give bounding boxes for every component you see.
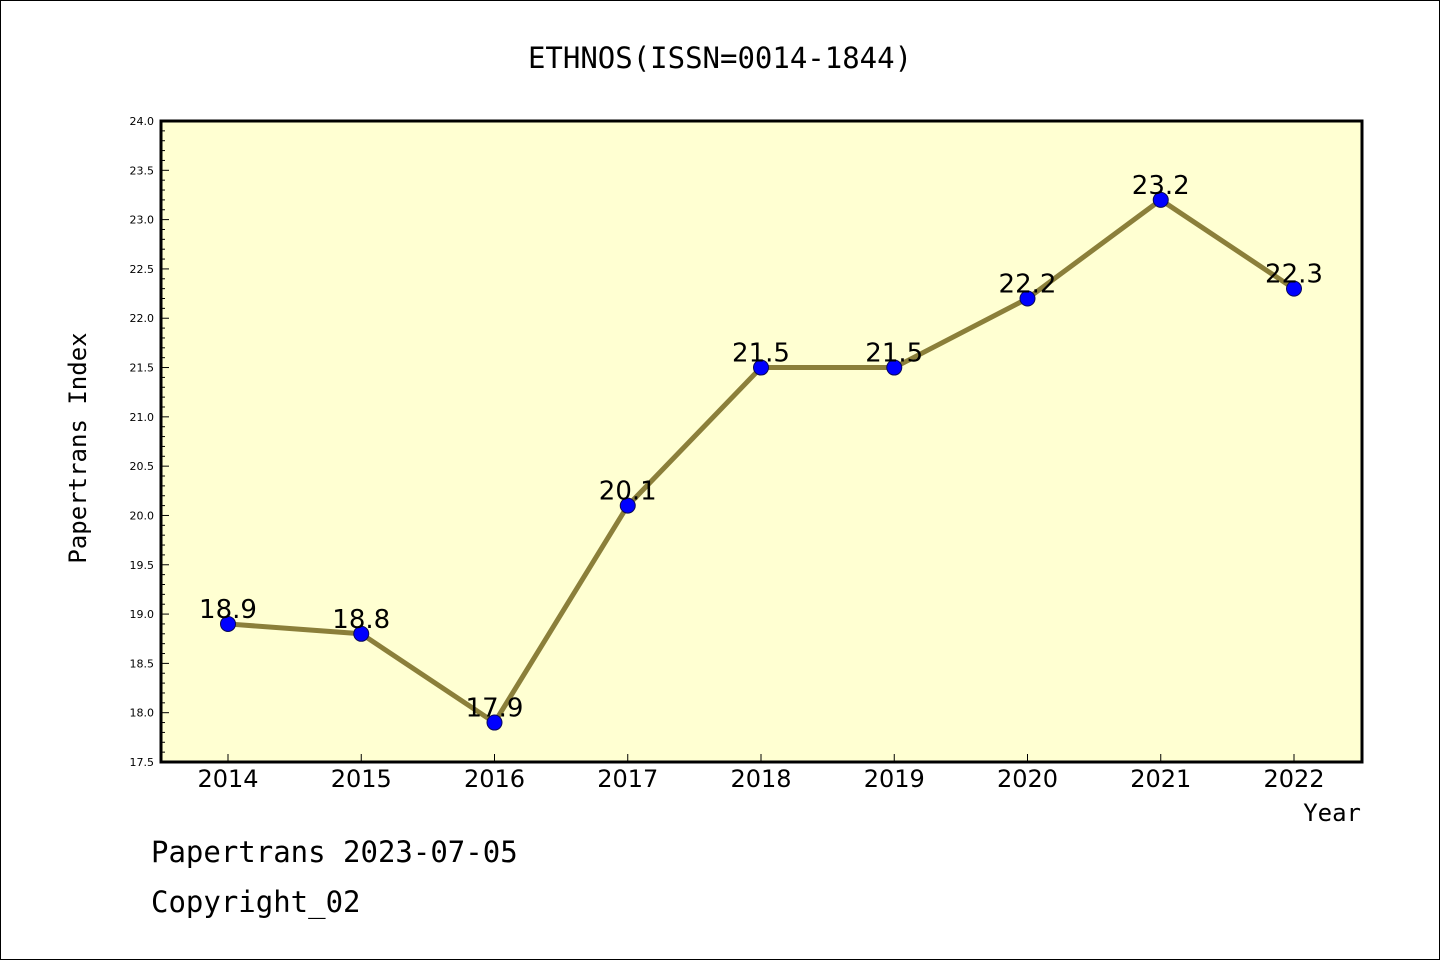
y-tick-label: 19.0 (130, 608, 155, 621)
x-tick-label: 2017 (597, 765, 658, 793)
data-label: 17.9 (466, 694, 524, 724)
data-label: 18.9 (199, 595, 257, 625)
y-tick-label: 20.5 (130, 460, 155, 473)
plot-frame (159, 119, 1364, 764)
data-point (1286, 280, 1302, 297)
x-tick-label: 2018 (730, 765, 791, 793)
y-tick-label: 20.0 (130, 509, 155, 522)
plot-area (161, 121, 1362, 762)
y-tick-label: 22.0 (130, 312, 155, 325)
data-point (1019, 290, 1036, 307)
y-tick-label: 17.5 (130, 756, 155, 769)
x-tick-label: 2015 (331, 765, 392, 793)
data-label: 18.8 (332, 605, 390, 635)
data-label: 21.5 (865, 339, 923, 369)
x-tick-label: 2019 (864, 765, 925, 793)
data-point (486, 714, 503, 731)
data-point (353, 625, 370, 642)
data-label: 23.2 (1132, 171, 1190, 201)
y-tick-label: 18.0 (130, 707, 155, 720)
y-tick-label: 21.5 (130, 362, 155, 375)
y-tick-label: 23.5 (130, 164, 155, 177)
footer-date: Papertrans 2023-07-05 (151, 835, 518, 869)
x-tick-label: 2014 (197, 765, 258, 793)
x-tick-label: 2020 (997, 765, 1058, 793)
y-axis-label: Papertrans Index (64, 332, 92, 563)
data-label: 21.5 (732, 339, 790, 369)
data-label: 22.2 (999, 270, 1057, 300)
data-point (220, 615, 236, 632)
x-axis-label: Year (1303, 799, 1361, 827)
x-tick-label: 2022 (1263, 765, 1324, 793)
data-label: 20.1 (599, 477, 657, 507)
x-tick-label: 2016 (464, 765, 525, 793)
y-tick-label: 22.5 (130, 263, 155, 276)
y-tick-label: 24.0 (130, 115, 155, 128)
y-tick-label: 21.0 (130, 411, 155, 424)
y-tick-label: 19.5 (130, 559, 155, 572)
data-point (1152, 191, 1169, 208)
data-point (619, 497, 636, 514)
chart-title: ETHNOS(ISSN=0014-1844) (528, 41, 912, 75)
x-tick-label: 2021 (1130, 765, 1191, 793)
data-point (886, 359, 903, 376)
y-tick-label: 18.5 (130, 657, 155, 670)
data-point (753, 359, 769, 376)
data-label: 22.3 (1265, 260, 1323, 290)
y-tick-label: 23.0 (130, 214, 155, 227)
footer-copyright: Copyright_02 (151, 885, 361, 919)
